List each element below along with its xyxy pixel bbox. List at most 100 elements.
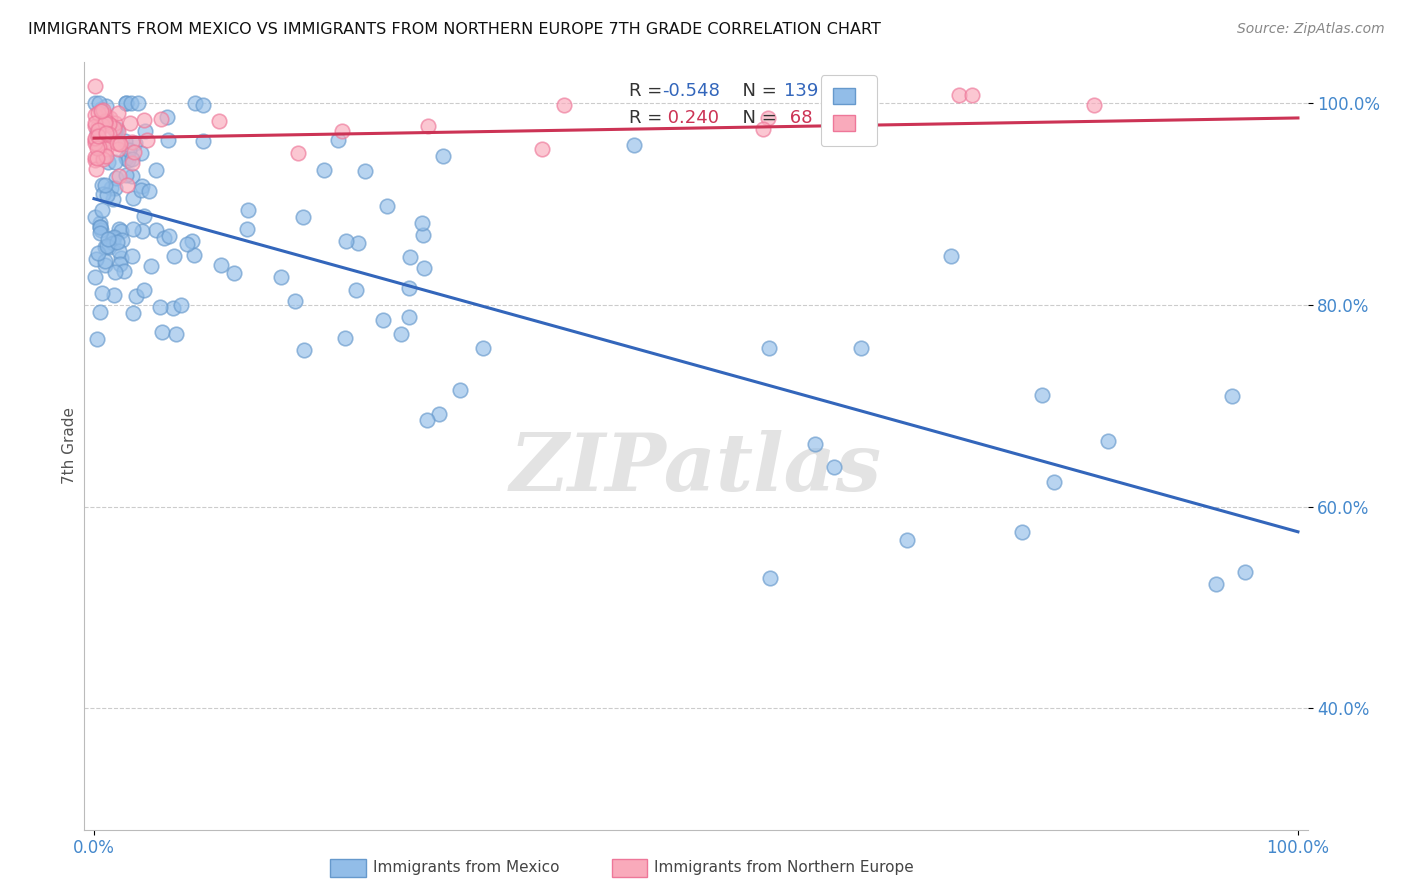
Point [87,105,110,120]
Text: ZIPatlas: ZIPatlas [510,430,882,508]
Point [107,106,129,120]
Point [1043,475,1066,490]
Point [91,103,114,117]
Point [87,129,110,144]
Point [96,188,118,202]
Point [112,264,135,278]
Point [86,128,108,142]
Point [90,137,112,152]
Point [89,219,111,234]
Point [101,192,124,206]
Point [93,116,115,130]
Point [183,248,205,262]
Point [110,251,132,265]
Point [108,169,131,183]
Point [756,111,779,125]
Point [153,231,176,245]
Point [90,118,112,132]
Point [94,126,117,140]
Point [90,285,112,300]
Point [84,133,107,147]
Point [118,115,141,129]
Point [131,183,153,197]
Point [120,95,142,110]
Point [131,179,153,194]
Point [117,153,139,167]
Point [87,140,110,154]
Point [105,170,128,185]
Point [84,136,107,151]
Point [97,117,120,131]
Point [108,136,131,150]
Point [948,87,970,102]
Point [94,142,117,156]
Point [105,235,128,249]
Point [93,240,115,254]
Text: 68: 68 [785,109,813,127]
Y-axis label: 7th Grade: 7th Grade [62,408,77,484]
Point [121,135,143,149]
Point [830,88,852,103]
Point [270,270,292,285]
Point [97,240,120,254]
Point [150,112,173,126]
Point [87,245,110,260]
Point [107,124,129,138]
Point [183,95,205,110]
Point [157,133,180,147]
Point [623,138,645,153]
Point [176,237,198,252]
Point [236,202,259,217]
Point [124,145,146,159]
Point [347,235,370,250]
Text: R =: R = [628,109,668,127]
Point [105,136,128,150]
Text: 0.240: 0.240 [662,109,718,127]
Point [375,199,398,213]
Point [90,120,112,134]
Text: N =: N = [731,109,783,127]
Point [314,162,336,177]
Point [371,313,394,327]
Point [139,259,162,273]
Point [89,226,111,240]
Point [101,235,124,250]
Point [962,88,984,103]
Point [96,238,118,252]
Point [93,152,115,166]
Point [87,95,110,110]
Point [121,153,143,167]
Point [110,224,132,238]
Point [413,261,436,276]
Point [1031,388,1053,402]
Point [93,136,115,150]
Point [758,342,780,356]
Point [121,249,143,263]
Point [332,124,354,138]
Point [236,222,259,236]
Point [114,168,136,182]
Point [84,161,107,176]
Point [127,95,149,110]
Point [84,78,107,93]
Point [103,120,125,135]
Point [132,283,155,297]
Point [530,142,553,156]
Point [134,124,156,138]
Point [122,222,145,236]
Point [121,305,143,319]
Point [90,203,112,218]
Point [86,332,108,346]
Text: N =: N = [731,82,783,100]
Point [94,253,117,268]
Text: Source: ZipAtlas.com: Source: ZipAtlas.com [1237,22,1385,37]
Point [132,113,155,128]
Point [89,215,111,229]
Point [91,178,114,193]
Text: Immigrants from Northern Europe: Immigrants from Northern Europe [654,861,914,875]
Point [108,137,131,152]
Point [111,234,134,248]
Point [939,248,962,262]
Point [84,95,107,110]
Point [145,223,167,237]
